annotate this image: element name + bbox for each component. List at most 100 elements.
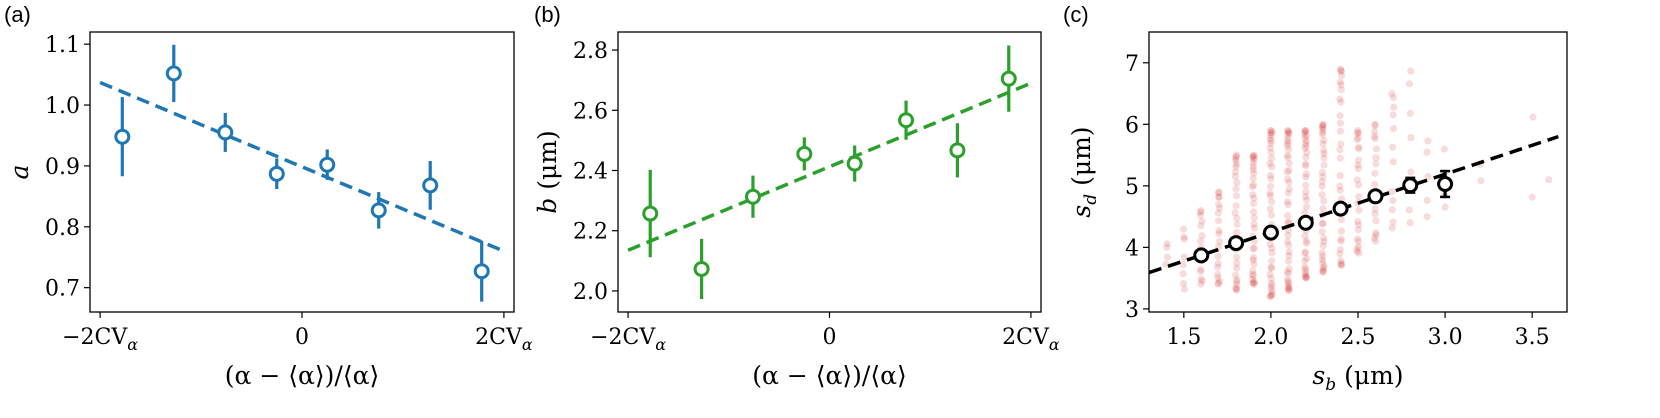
- raw-point: [1179, 270, 1187, 278]
- raw-point: [1319, 266, 1327, 274]
- raw-point: [1249, 152, 1257, 160]
- raw-point: [1301, 249, 1309, 257]
- raw-point: [1405, 206, 1413, 214]
- raw-point: [1354, 127, 1362, 135]
- raw-point: [1319, 268, 1327, 276]
- raw-point: [1336, 186, 1344, 194]
- raw-point: [1336, 95, 1344, 103]
- raw-point: [1389, 196, 1397, 205]
- y-tick-label: 2.6: [573, 99, 608, 124]
- raw-point: [1267, 137, 1275, 145]
- raw-point: [1249, 256, 1257, 264]
- raw-point: [1180, 253, 1189, 261]
- raw-point: [1371, 180, 1379, 188]
- raw-point: [1250, 155, 1259, 164]
- raw-point: [1268, 249, 1276, 257]
- raw-point: [1354, 129, 1362, 138]
- raw-point: [1232, 285, 1240, 293]
- fit-line: [627, 81, 1032, 252]
- raw-point: [1198, 277, 1206, 285]
- raw-point: [1302, 132, 1311, 140]
- raw-point: [1214, 274, 1222, 282]
- raw-point: [1249, 267, 1257, 275]
- y-tick-label: 3: [1125, 298, 1139, 323]
- y-axis-label: b (μm): [533, 130, 562, 213]
- raw-point: [1302, 273, 1310, 282]
- raw-point: [1337, 260, 1345, 269]
- raw-point: [1354, 143, 1363, 151]
- y-tick-label: 4: [1125, 236, 1139, 261]
- raw-point: [1266, 127, 1274, 135]
- raw-point: [1249, 152, 1257, 160]
- raw-point: [1337, 98, 1345, 106]
- raw-point: [1371, 120, 1379, 128]
- raw-point: [1336, 245, 1345, 254]
- raw-point: [1389, 218, 1397, 226]
- raw-point: [1370, 132, 1379, 141]
- raw-point: [1284, 137, 1292, 145]
- raw-point: [1319, 242, 1327, 250]
- panel-label: (b): [534, 2, 561, 27]
- raw-point: [1267, 257, 1276, 265]
- y-tick-label: 0.7: [45, 277, 80, 302]
- raw-point: [1266, 189, 1274, 197]
- raw-point: [1336, 172, 1344, 180]
- raw-point: [1319, 259, 1327, 267]
- raw-point: [1336, 250, 1344, 258]
- x-tick-label: −2CVα: [62, 325, 138, 354]
- raw-point: [1301, 128, 1309, 136]
- raw-point: [1249, 181, 1258, 189]
- raw-point: [1302, 192, 1310, 201]
- raw-point: [1285, 128, 1293, 136]
- data-point: [1437, 176, 1454, 192]
- y-axis-label: sd (μm): [1067, 126, 1101, 217]
- raw-point: [1406, 109, 1414, 117]
- x-tick-label: 2.0: [1253, 325, 1288, 350]
- raw-point: [1319, 252, 1327, 260]
- raw-point: [1319, 219, 1327, 227]
- raw-point: [1233, 286, 1241, 295]
- raw-point: [1232, 185, 1240, 193]
- raw-point: [1197, 237, 1205, 245]
- raw-point: [1267, 154, 1276, 162]
- axes-frame: [89, 31, 515, 313]
- data-point: [217, 124, 234, 141]
- raw-point: [1250, 169, 1258, 177]
- raw-point: [1266, 182, 1275, 190]
- raw-point: [1285, 185, 1293, 193]
- raw-point: [1337, 67, 1345, 75]
- raw-point: [1285, 178, 1293, 187]
- raw-point: [1302, 273, 1310, 281]
- raw-point: [1301, 127, 1309, 135]
- raw-point: [1318, 249, 1326, 257]
- raw-point: [1302, 137, 1311, 145]
- raw-point: [1231, 168, 1240, 176]
- data-point: [114, 128, 131, 145]
- data-point: [1402, 177, 1419, 194]
- raw-point: [1318, 182, 1326, 190]
- plot-area: [99, 44, 505, 302]
- raw-point: [1320, 197, 1328, 205]
- raw-point: [1301, 134, 1309, 142]
- raw-point: [1266, 160, 1274, 168]
- raw-point: [1302, 203, 1311, 211]
- data-point: [370, 202, 387, 219]
- raw-point: [1267, 139, 1275, 147]
- raw-point: [1337, 237, 1345, 245]
- raw-point: [1319, 130, 1327, 139]
- raw-point: [1266, 240, 1274, 248]
- raw-point: [1284, 189, 1292, 197]
- raw-point: [1215, 237, 1223, 246]
- raw-point: [1337, 261, 1345, 270]
- raw-point: [1179, 279, 1188, 288]
- data-point: [1297, 214, 1314, 231]
- raw-point: [1285, 265, 1293, 273]
- raw-point: [1285, 284, 1293, 293]
- raw-point: [1196, 211, 1205, 219]
- raw-point: [1302, 153, 1310, 161]
- raw-point: [1250, 278, 1258, 286]
- raw-point: [1354, 161, 1362, 169]
- raw-point: [1423, 213, 1431, 221]
- raw-point: [1267, 175, 1275, 183]
- raw-point: [1388, 206, 1396, 214]
